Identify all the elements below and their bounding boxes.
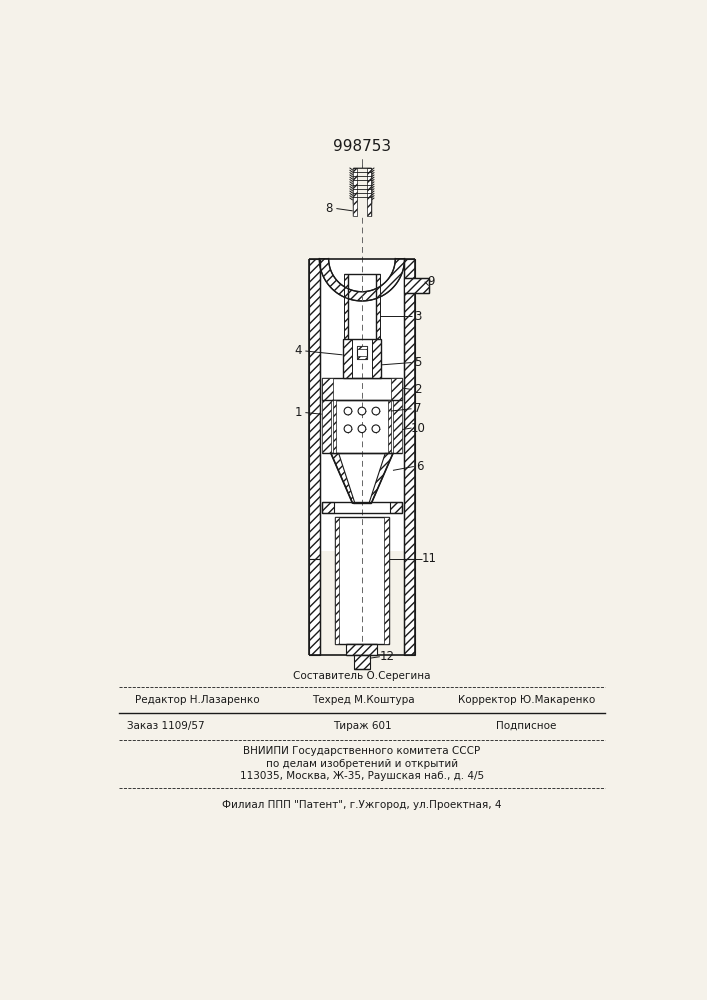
Bar [309,259,320,559]
Bar [344,274,348,347]
Bar [322,502,334,513]
Bar [393,400,402,453]
Text: 6: 6 [416,460,423,473]
Ellipse shape [372,407,380,415]
Polygon shape [320,259,404,301]
Text: Тираж 601: Тираж 601 [332,721,391,731]
Ellipse shape [372,425,380,433]
Bar [376,274,380,347]
Bar [357,346,367,359]
Bar [353,168,371,203]
Text: 998753: 998753 [333,139,391,154]
Text: 3: 3 [414,310,421,323]
Text: ВНИИПИ Государственного комитета СССР: ВНИИПИ Государственного комитета СССР [243,746,481,756]
Bar [322,400,331,453]
Bar [335,517,339,644]
Text: Техред М.Коштура: Техред М.Коштура [312,695,415,705]
Bar [353,168,356,216]
Bar [388,400,391,453]
Bar [309,559,320,655]
Text: 12: 12 [379,650,395,663]
Bar [353,168,356,203]
Text: 5: 5 [414,356,421,369]
Text: Редактор Н.Лазаренко: Редактор Н.Лазаренко [134,695,259,705]
Text: 113035, Москва, Ж-35, Раушская наб., д. 4/5: 113035, Москва, Ж-35, Раушская наб., д. … [240,771,484,781]
Text: 11: 11 [422,552,437,565]
Bar [404,259,414,559]
Polygon shape [331,453,355,503]
Bar [357,356,367,359]
Ellipse shape [358,407,366,415]
Polygon shape [369,453,393,503]
Polygon shape [329,259,395,292]
Text: по делам изобретений и открытий: по делам изобретений и открытий [266,759,458,769]
Bar [385,517,389,644]
Text: 7: 7 [414,402,421,415]
Text: Составитель О.Серегина: Составитель О.Серегина [293,671,431,681]
Text: 8: 8 [326,202,333,215]
Polygon shape [331,453,393,503]
Bar [343,339,352,378]
Bar [390,502,402,513]
Ellipse shape [344,407,352,415]
Bar [346,644,378,655]
Bar [392,378,402,400]
Ellipse shape [344,425,352,433]
Bar [368,168,371,216]
Text: Подписное: Подписное [496,721,556,731]
Bar [372,339,381,378]
Bar [353,168,371,217]
Text: 4: 4 [295,344,302,358]
Ellipse shape [358,425,366,433]
Text: 2: 2 [414,383,421,396]
Text: Заказ 1109/57: Заказ 1109/57 [127,721,205,731]
Bar [322,378,402,400]
Text: 10: 10 [410,422,425,434]
Text: Филиал ППП "Патент", г.Ужгород, ул.Проектная, 4: Филиал ППП "Патент", г.Ужгород, ул.Проек… [222,800,502,810]
Bar [333,400,336,453]
Text: 1: 1 [295,406,302,419]
Bar [354,655,370,669]
Bar [320,259,404,551]
Text: 9: 9 [427,275,435,288]
Bar [404,559,414,655]
Bar [357,346,367,349]
Text: Корректор Ю.Макаренко: Корректор Ю.Макаренко [457,695,595,705]
Bar [368,168,371,203]
Bar [335,517,389,644]
Bar [404,278,428,293]
Bar [322,378,332,400]
